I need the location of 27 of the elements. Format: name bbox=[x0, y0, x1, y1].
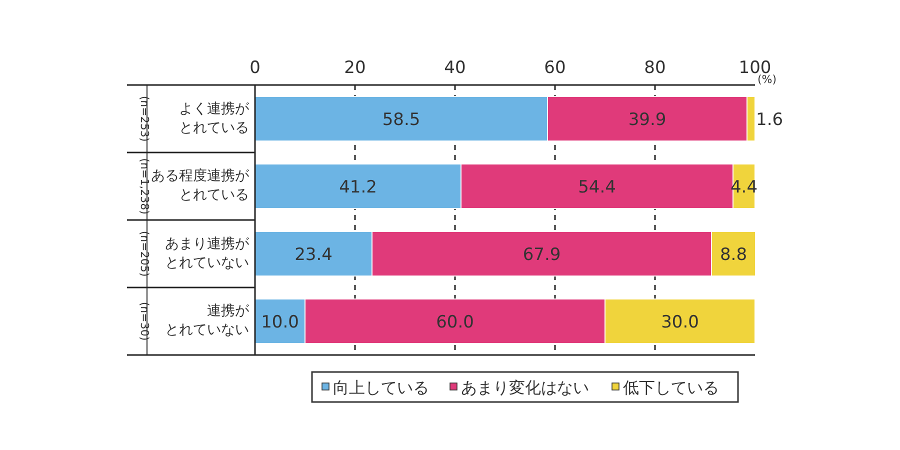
y-tick-label: よく連携がとれている bbox=[178, 100, 249, 136]
data-label: 30.0 bbox=[661, 312, 699, 332]
text: (n=30) bbox=[138, 302, 151, 341]
data-label: 8.8 bbox=[720, 244, 748, 265]
data-label: 67.9 bbox=[522, 244, 561, 265]
legend-item: 低下している bbox=[612, 378, 719, 397]
data-label: 10.0 bbox=[261, 312, 299, 332]
data-label: 60.0 bbox=[436, 312, 474, 332]
legend-item: あまり変化はない bbox=[450, 378, 589, 397]
data-label: 1.6 bbox=[756, 110, 784, 130]
x-tick-label: 40 bbox=[444, 58, 466, 78]
data-label: 54.4 bbox=[578, 177, 616, 198]
legend-item: 向上している bbox=[322, 378, 429, 397]
data-label: 23.4 bbox=[294, 244, 332, 265]
y-tick-label: ある程度連携がとれている bbox=[150, 167, 249, 206]
x-tick-label: 60 bbox=[544, 58, 566, 78]
y-tick-label: あまり連携がとれていない bbox=[164, 236, 249, 271]
data-label: 39.9 bbox=[628, 110, 666, 130]
x-tick-label: 20 bbox=[344, 58, 366, 78]
data-label: 58.5 bbox=[382, 110, 420, 130]
text: (n=1,238) bbox=[138, 158, 151, 214]
data-label: 41.2 bbox=[339, 177, 377, 198]
text: (n=253) bbox=[138, 96, 151, 142]
x-tick-label: 80 bbox=[644, 58, 666, 78]
text: (n=205) bbox=[138, 230, 151, 277]
x-tick-label: 0 bbox=[250, 58, 260, 78]
y-tick-label: 連携がとれていない bbox=[164, 303, 249, 338]
